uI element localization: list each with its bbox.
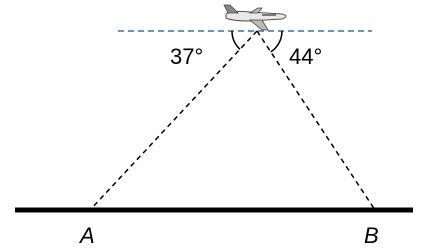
diagram: 37° 44° A B	[0, 0, 430, 249]
angle-arc-left	[232, 31, 240, 49]
airplane-icon	[224, 5, 286, 30]
angle-arc-right	[271, 31, 282, 52]
point-label: A	[78, 223, 95, 248]
page: {"angles": [{"label": "37°"}, {"label": …	[0, 0, 430, 249]
angle-label: 44°	[289, 44, 322, 69]
point-label: B	[364, 223, 379, 248]
angle-label: 37°	[170, 44, 203, 69]
